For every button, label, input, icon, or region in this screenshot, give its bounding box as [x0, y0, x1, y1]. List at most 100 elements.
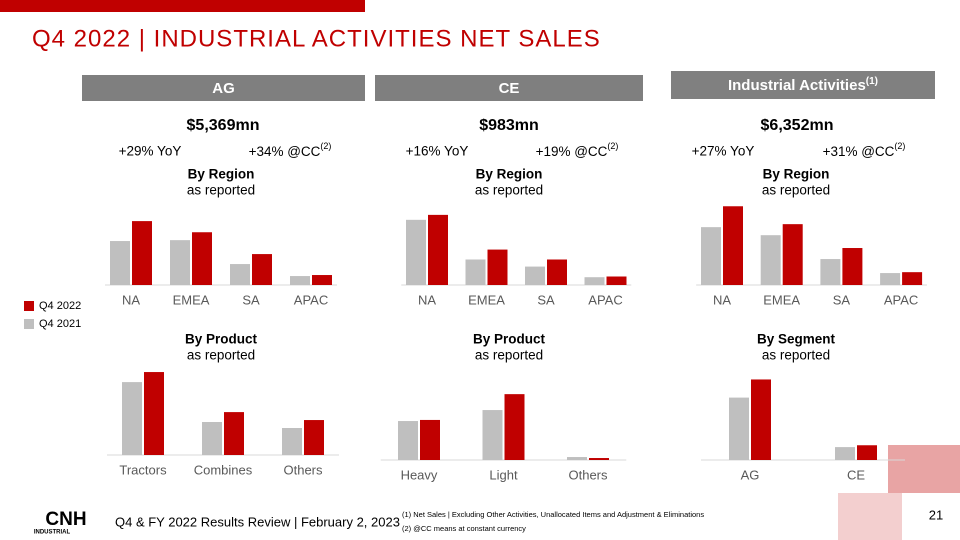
bar [760, 235, 781, 285]
segment-total: $983mn [479, 117, 539, 134]
footnote: (2) @CC means at constant currency [402, 524, 526, 533]
cc: +19% @CC(2) [536, 141, 619, 158]
x-tick-label: EMEA [468, 292, 505, 307]
bar [290, 276, 310, 285]
segment-total: $5,369mn [187, 117, 260, 134]
bar [723, 206, 743, 285]
cc: +34% @CC(2) [249, 141, 332, 158]
x-tick-label: AG [741, 467, 760, 482]
yoy: +27% YoY [692, 144, 755, 159]
bar [482, 410, 503, 460]
chart-title: By Segment [757, 332, 836, 347]
chart-title: By Region [763, 167, 830, 182]
x-tick-label: APAC [884, 292, 918, 307]
bar [202, 422, 222, 455]
slide-title: Q4 2022 | INDUSTRIAL ACTIVITIES NET SALE… [32, 25, 601, 52]
bar [110, 241, 130, 285]
segment-name-text: Industrial Activities [728, 77, 866, 94]
cc: +31% @CC(2) [823, 141, 906, 158]
cc-text: +34% @CC [249, 144, 321, 159]
x-tick-label: CE [847, 467, 865, 482]
chart-subtitle: as reported [475, 183, 543, 198]
logo: CNH [45, 509, 86, 530]
bar [465, 259, 486, 285]
x-tick-label: Light [489, 467, 518, 482]
bar [902, 272, 923, 285]
cc-text: +19% @CC [536, 144, 608, 159]
bar [835, 447, 855, 460]
chart-subtitle: as reported [187, 183, 255, 198]
bar [230, 264, 250, 285]
bar [192, 232, 212, 285]
bar [857, 445, 877, 460]
note-ref: (1) [866, 76, 878, 87]
segment-header [671, 71, 935, 99]
legend-swatch [24, 301, 34, 311]
footnote: (1) Net Sales | Excluding Other Activiti… [402, 510, 704, 519]
bar [132, 221, 152, 285]
bar [782, 224, 803, 285]
x-tick-label: Others [283, 462, 323, 477]
yoy: +29% YoY [119, 144, 182, 159]
x-tick-label: APAC [294, 292, 328, 307]
note-ref: (2) [320, 141, 331, 151]
chart-subtitle: as reported [187, 348, 255, 363]
deco [838, 493, 902, 540]
bar [547, 259, 567, 285]
bar [701, 227, 721, 285]
segment-name-text: AG [212, 80, 235, 97]
bar [398, 421, 418, 460]
segment-name: AG [212, 80, 235, 97]
x-tick-label: Heavy [401, 467, 438, 482]
x-tick-label: NA [418, 292, 436, 307]
x-tick-label: Combines [194, 462, 253, 477]
segment-name-text: CE [499, 80, 520, 97]
note-ref: (2) [607, 141, 618, 151]
x-tick-label: APAC [588, 292, 622, 307]
bar [751, 379, 771, 460]
bar [122, 382, 142, 455]
bar [312, 275, 332, 285]
bar [880, 273, 901, 285]
bar [144, 372, 164, 455]
bar [567, 457, 587, 460]
x-tick-label: SA [833, 292, 851, 307]
legend-label: Q4 2021 [39, 318, 81, 330]
bar [304, 420, 324, 455]
bar [504, 394, 525, 460]
bar [606, 276, 627, 285]
bar [406, 219, 426, 285]
yoy: +16% YoY [406, 144, 469, 159]
bar [420, 419, 440, 460]
bar [842, 248, 863, 285]
segment-total: $6,352mn [761, 117, 834, 134]
bar [252, 254, 272, 285]
top-bar [0, 0, 365, 12]
bar [525, 266, 545, 285]
chart-title: By Product [185, 332, 258, 347]
cc-text: +31% @CC [823, 144, 895, 159]
bar [428, 214, 448, 285]
chart-subtitle: as reported [475, 348, 543, 363]
x-tick-label: NA [713, 292, 731, 307]
page-number: 21 [929, 507, 943, 522]
segment-name: Industrial Activities(1) [728, 76, 878, 94]
x-tick-label: NA [122, 292, 140, 307]
bar [584, 277, 605, 285]
bar [589, 458, 609, 460]
logo-sub: INDUSTRIAL [34, 530, 71, 536]
bar [729, 397, 749, 460]
bar [820, 259, 841, 285]
x-tick-label: SA [537, 292, 555, 307]
x-tick-label: EMEA [763, 292, 800, 307]
chart-title: By Region [188, 167, 255, 182]
segment-name: CE [499, 80, 520, 97]
segment-header [375, 75, 643, 101]
bar [170, 240, 190, 285]
bar [487, 249, 508, 285]
x-tick-label: Others [568, 467, 608, 482]
x-tick-label: EMEA [173, 292, 210, 307]
legend-label: Q4 2022 [39, 300, 81, 312]
note-ref: (2) [894, 141, 905, 151]
